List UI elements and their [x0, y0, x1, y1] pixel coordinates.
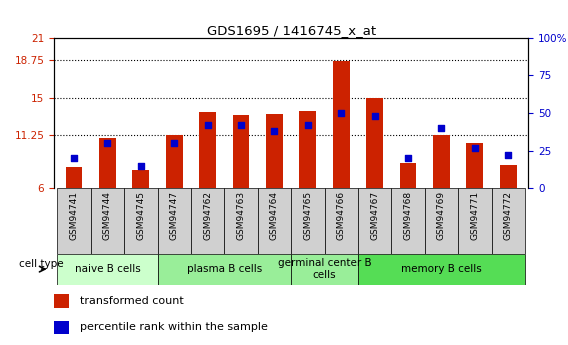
Text: GSM94765: GSM94765: [303, 191, 312, 240]
Bar: [333, 61, 349, 188]
FancyBboxPatch shape: [191, 188, 224, 254]
FancyBboxPatch shape: [157, 188, 191, 254]
Text: GSM94762: GSM94762: [203, 191, 212, 240]
FancyBboxPatch shape: [124, 188, 157, 254]
FancyBboxPatch shape: [425, 188, 458, 254]
FancyBboxPatch shape: [358, 254, 525, 285]
Text: GSM94768: GSM94768: [403, 191, 412, 240]
Point: [270, 128, 279, 134]
Bar: [66, 167, 82, 188]
Bar: [433, 136, 450, 188]
Point: [236, 122, 245, 128]
Bar: [400, 163, 416, 188]
FancyBboxPatch shape: [57, 254, 157, 285]
FancyBboxPatch shape: [291, 254, 358, 285]
FancyBboxPatch shape: [224, 188, 258, 254]
Text: GSM94745: GSM94745: [136, 191, 145, 240]
FancyBboxPatch shape: [258, 188, 291, 254]
Point: [136, 163, 145, 168]
FancyBboxPatch shape: [324, 188, 358, 254]
FancyBboxPatch shape: [458, 188, 491, 254]
Point: [103, 140, 112, 146]
Text: GSM94764: GSM94764: [270, 191, 279, 240]
Text: GSM94744: GSM94744: [103, 191, 112, 240]
Point: [303, 122, 312, 128]
Bar: [366, 98, 383, 188]
Bar: [54, 294, 69, 308]
Bar: [132, 170, 149, 188]
Text: GSM94766: GSM94766: [337, 191, 346, 240]
Text: transformed count: transformed count: [80, 296, 183, 306]
Title: GDS1695 / 1416745_x_at: GDS1695 / 1416745_x_at: [207, 24, 375, 37]
Text: naive B cells: naive B cells: [74, 264, 140, 274]
Text: percentile rank within the sample: percentile rank within the sample: [80, 323, 268, 333]
Text: GSM94747: GSM94747: [170, 191, 179, 240]
Point: [504, 152, 513, 158]
Bar: [266, 114, 283, 188]
FancyBboxPatch shape: [358, 188, 391, 254]
Text: GSM94767: GSM94767: [370, 191, 379, 240]
Bar: [166, 136, 182, 188]
Bar: [299, 111, 316, 188]
Text: GSM94772: GSM94772: [504, 191, 513, 240]
FancyBboxPatch shape: [91, 188, 124, 254]
Bar: [466, 143, 483, 188]
Text: plasma B cells: plasma B cells: [187, 264, 262, 274]
Point: [403, 155, 412, 161]
Point: [470, 145, 479, 150]
Text: GSM94763: GSM94763: [236, 191, 245, 240]
Text: cell type: cell type: [19, 259, 64, 269]
Text: memory B cells: memory B cells: [401, 264, 482, 274]
Text: GSM94771: GSM94771: [470, 191, 479, 240]
Point: [203, 122, 212, 128]
FancyBboxPatch shape: [157, 254, 291, 285]
Bar: [233, 115, 249, 188]
FancyBboxPatch shape: [57, 188, 91, 254]
Point: [437, 125, 446, 131]
Bar: [199, 112, 216, 188]
Bar: [99, 138, 116, 188]
FancyBboxPatch shape: [491, 188, 525, 254]
Text: germinal center B
cells: germinal center B cells: [278, 258, 371, 280]
FancyBboxPatch shape: [391, 188, 425, 254]
Bar: [500, 165, 516, 188]
FancyBboxPatch shape: [291, 188, 324, 254]
Point: [69, 155, 78, 161]
Text: GSM94769: GSM94769: [437, 191, 446, 240]
Point: [337, 110, 346, 116]
Point: [170, 140, 179, 146]
Bar: [54, 321, 69, 334]
Point: [370, 113, 379, 119]
Text: GSM94741: GSM94741: [69, 191, 78, 240]
